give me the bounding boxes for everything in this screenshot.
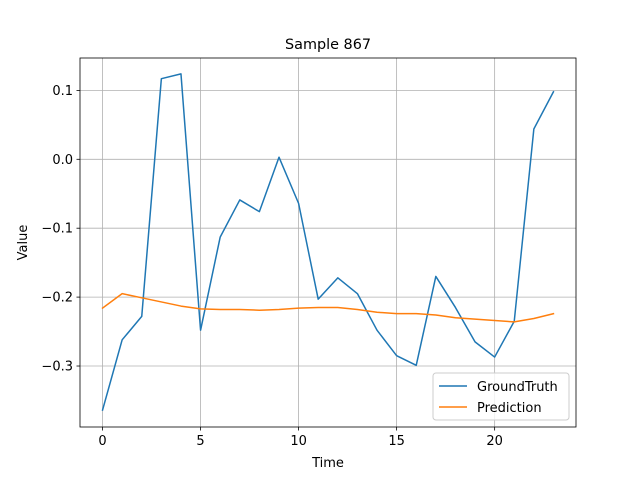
x-axis-ticks: 0 5 10 15 20 — [98, 427, 503, 449]
y-tick-label: 0.1 — [52, 84, 73, 99]
series-line-prediction — [101, 292, 555, 323]
series-line-groundtruth — [101, 73, 555, 412]
chart-title: Sample 867 — [285, 37, 371, 53]
y-tick-label: −0.1 — [41, 222, 73, 237]
plot-frame — [79, 57, 577, 428]
x-tick-label: 20 — [486, 434, 503, 449]
x-tick-label: 0 — [98, 434, 106, 449]
y-tick-label: 0.0 — [52, 153, 73, 168]
legend: GroundTruth Prediction — [432, 372, 570, 421]
grid-lines — [80, 58, 576, 427]
series-lines — [101, 73, 555, 412]
x-tick-label: 15 — [388, 434, 405, 449]
legend-label-prediction: Prediction — [477, 401, 542, 416]
y-axis-label: Value — [16, 225, 31, 261]
legend-label-groundtruth: GroundTruth — [477, 380, 558, 395]
y-tick-label: −0.3 — [41, 360, 73, 375]
x-tick-label: 5 — [196, 434, 204, 449]
legend-box — [432, 372, 570, 421]
x-axis-label: Time — [311, 456, 344, 471]
y-tick-label: −0.2 — [41, 291, 73, 306]
x-tick-label: 10 — [290, 434, 307, 449]
y-axis-ticks: −0.3 −0.2 −0.1 0.0 0.1 — [41, 84, 80, 375]
